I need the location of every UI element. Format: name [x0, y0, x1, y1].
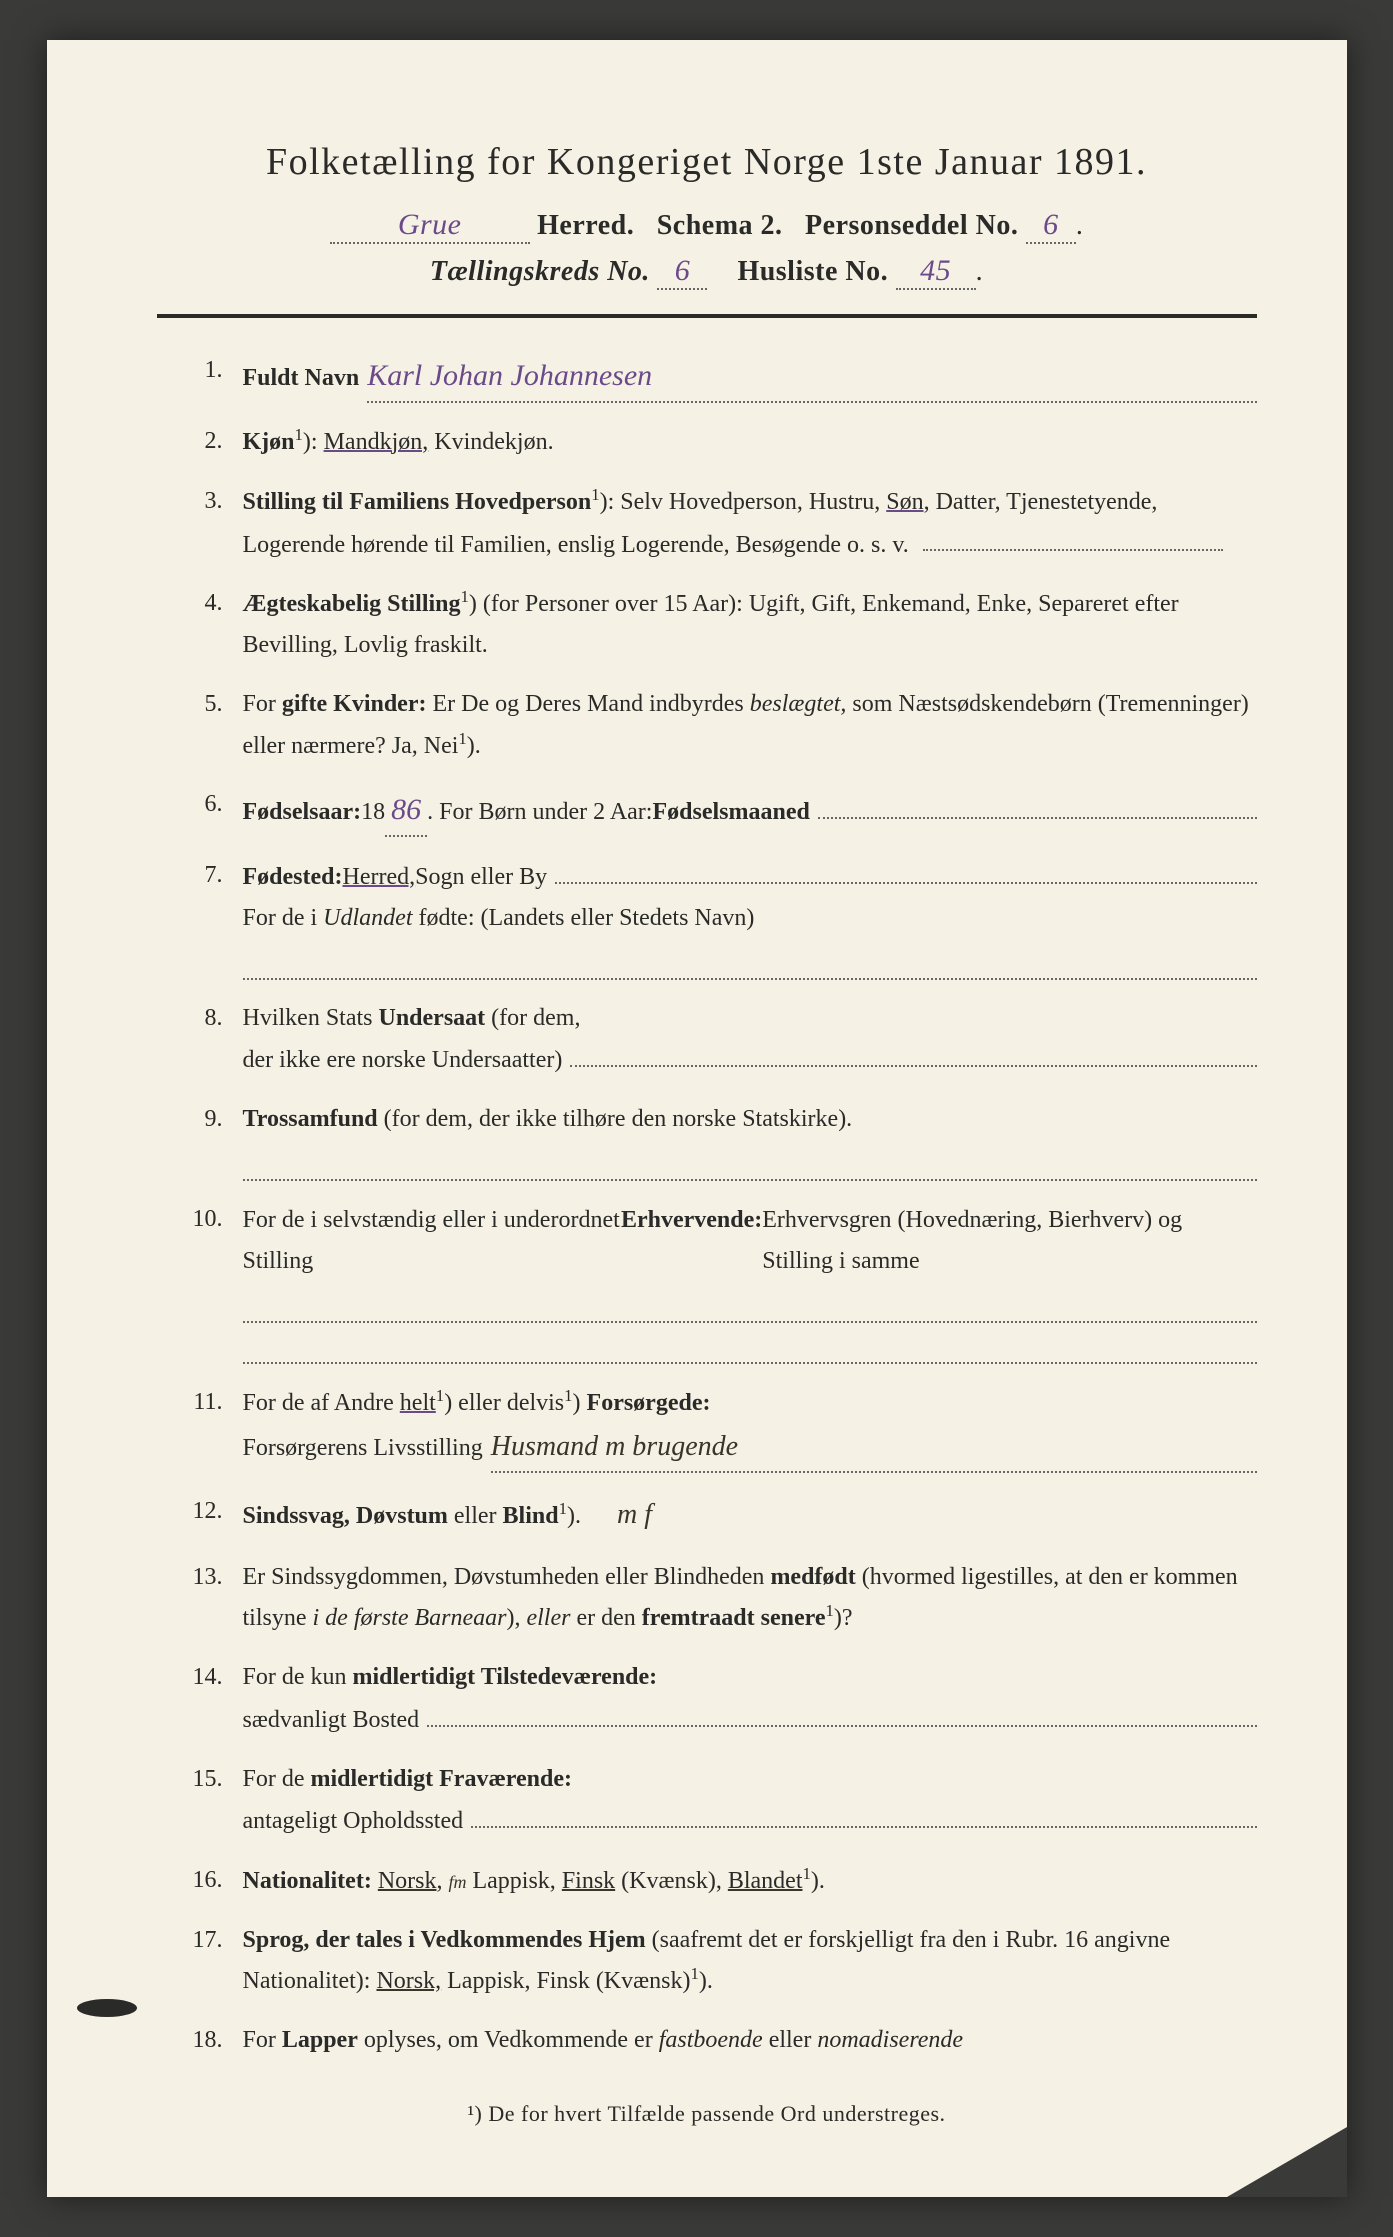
- item-8: 8. Hvilken Stats Undersaat (for dem, der…: [177, 998, 1257, 1081]
- item-6: 6. Fødselsaar: 1886. For Børn under 2 Aa…: [177, 784, 1257, 837]
- header-line-2: Tællingskreds No. 6 Husliste No. 45 .: [157, 254, 1257, 290]
- header-line-1: Grue Herred. Schema 2. Personseddel No. …: [157, 208, 1257, 244]
- stilling-label: Stilling til Familiens Hovedperson: [243, 489, 592, 515]
- footnote: ¹) De for hvert Tilfælde passende Ord un…: [157, 2101, 1257, 2127]
- birthyear-value: 86: [385, 784, 427, 837]
- husliste-label: Husliste No.: [737, 256, 888, 287]
- form-title: Folketælling for Kongeriget Norge 1ste J…: [157, 140, 1257, 184]
- item-5: 5. For gifte Kvinder: Er De og Deres Man…: [177, 684, 1257, 767]
- aegteskab-label: Ægteskabelig Stilling: [243, 591, 461, 617]
- schema-label: Schema 2.: [657, 210, 783, 241]
- item-4: 4. Ægteskabelig Stilling1) (for Personer…: [177, 583, 1257, 666]
- torn-corner: [1227, 2127, 1347, 2197]
- kreds-no: 6: [675, 254, 691, 287]
- item16-hand: fm: [448, 1872, 466, 1892]
- item-2: 2. Kjøn1): Mandkjøn, Kvindekjøn.: [177, 421, 1257, 463]
- item-18: 18. For Lapper oplyses, om Vedkommende e…: [177, 2020, 1257, 2061]
- item-17: 17. Sprog, der tales i Vedkommendes Hjem…: [177, 1920, 1257, 2003]
- item-15: 15. For de midlertidigt Fraværende: anta…: [177, 1759, 1257, 1842]
- item-10: 10. For de i selvstændig eller i underor…: [177, 1199, 1257, 1364]
- son-selected: Søn,: [886, 489, 929, 515]
- item12-hand: m f: [617, 1499, 652, 1530]
- census-form-page: Folketælling for Kongeriget Norge 1ste J…: [47, 40, 1347, 2197]
- item-16: 16. Nationalitet: Norsk, fm Lappisk, Fin…: [177, 1860, 1257, 1902]
- item-9: 9. Trossamfund (for dem, der ikke tilhør…: [177, 1099, 1257, 1181]
- herred-value: Grue: [398, 208, 462, 241]
- personseddel-label: Personseddel No.: [805, 210, 1018, 241]
- norsk-lang-selected: Norsk,: [376, 1968, 441, 1994]
- forsorger-value: Husmand m brugende: [491, 1431, 738, 1462]
- item-12: 12. Sindssvag, Døvstum eller Blind1). m …: [177, 1491, 1257, 1539]
- norsk-selected: Norsk,: [378, 1868, 443, 1894]
- item-1: 1. Fuldt Navn Karl Johan Johannesen: [177, 350, 1257, 403]
- kreds-label: Tællingskreds No.: [430, 256, 650, 287]
- fuldt-navn-value: Karl Johan Johannesen: [367, 359, 652, 392]
- item-7: 7. Fødested: Herred, Sogn eller By For d…: [177, 855, 1257, 979]
- herred-label: Herred.: [537, 210, 634, 241]
- personseddel-no: 6: [1043, 208, 1059, 241]
- kjon-label: Kjøn: [243, 429, 295, 455]
- item-14: 14. For de kun midlertidigt Tilstedevære…: [177, 1657, 1257, 1740]
- divider: [157, 314, 1257, 318]
- husliste-no: 45: [920, 254, 951, 287]
- left-smudge: [77, 1999, 137, 2017]
- fuldt-navn-label: Fuldt Navn: [243, 358, 360, 399]
- items-list: 1. Fuldt Navn Karl Johan Johannesen 2. K…: [157, 350, 1257, 2061]
- item-11: 11. For de af Andre helt1) eller delvis1…: [177, 1382, 1257, 1473]
- mandkjon-selected: Mandkjøn,: [324, 429, 429, 455]
- item-13: 13. Er Sindssygdommen, Døvstumheden elle…: [177, 1557, 1257, 1640]
- herred-selected: Herred,: [342, 857, 415, 898]
- item-3: 3. Stilling til Familiens Hovedperson1):…: [177, 481, 1257, 565]
